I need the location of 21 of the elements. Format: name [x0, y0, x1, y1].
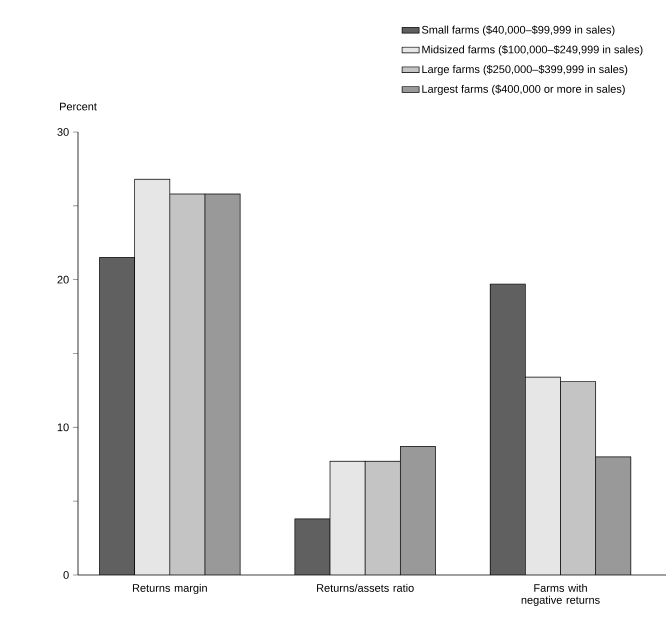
- legend-label: Midsized farms ($100,000–$249,999 in sales): [422, 45, 642, 56]
- legend-label: Large farms ($250,000–$399,999 in sales): [422, 64, 628, 76]
- y-tick-label: 0: [63, 571, 69, 579]
- bar: [330, 461, 366, 575]
- bar: [134, 179, 170, 575]
- bar: [400, 446, 436, 575]
- bar: [170, 194, 205, 575]
- bar: [365, 461, 400, 575]
- legend-label: Small farms ($40,000–$99,999 in sales): [422, 25, 614, 36]
- x-tick-label: Returns/assets ratio: [317, 584, 414, 592]
- bar: [595, 456, 632, 575]
- legend-label: Largest farms ($400,000 or more in sales): [422, 84, 625, 96]
- bar: [204, 194, 240, 575]
- y-tick-label: 20: [58, 276, 69, 284]
- x-tick-label: Returns margin: [132, 584, 207, 594]
- bar: [560, 381, 596, 575]
- x-tick-label: Farms with negative returns: [522, 584, 600, 606]
- y-axis-title: Percent: [60, 102, 97, 110]
- y-tick-label: 30: [57, 128, 69, 136]
- y-tick-label: 10: [58, 423, 69, 432]
- bar: [525, 376, 561, 575]
